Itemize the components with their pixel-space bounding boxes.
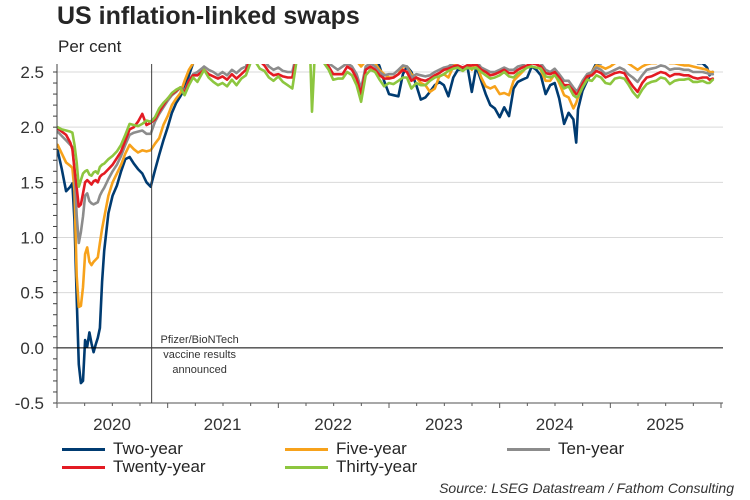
legend-item-two-year: Two-year	[62, 439, 183, 458]
vaccine-annotation: Pfizer/BioNTech vaccine results announced	[151, 64, 239, 403]
tick-labels: 2.5 2.0 1.5 1.0 0.5 0.0 -0.5 2020 2021 2022 2023 20…	[15, 63, 684, 434]
legend-label: Twenty-year	[113, 457, 206, 476]
legend-swatch	[62, 447, 105, 451]
axes	[53, 64, 723, 408]
source-note: Source: LSEG Datastream / Fathom Consult…	[439, 480, 734, 496]
y-axis-unit-label: Per cent	[58, 37, 122, 56]
legend-item-thirty-year: Thirty-year	[285, 457, 418, 476]
legend-item-twenty-year: Twenty-year	[62, 457, 206, 476]
y-tick-label: 1.0	[20, 229, 44, 248]
y-tick-label: -0.5	[15, 394, 44, 413]
legend-label: Thirty-year	[336, 457, 418, 476]
legend-label: Five-year	[336, 439, 407, 458]
legend-swatch	[285, 447, 328, 451]
legend-label: Two-year	[113, 439, 183, 458]
y-tick-label: 2.5	[20, 63, 44, 82]
series-lines	[57, 64, 715, 385]
legend-label: Ten-year	[558, 439, 625, 458]
series-line-thirty-year	[57, 64, 715, 188]
gridlines	[57, 71, 723, 294]
legend-item-five-year: Five-year	[285, 439, 407, 458]
vaccine-annotation-text: vaccine results	[163, 349, 236, 361]
chart-title: US inflation-linked swaps	[57, 2, 360, 30]
x-tick-label: 2023	[425, 415, 463, 434]
legend-swatch	[62, 465, 105, 469]
x-tick-label: 2022	[314, 415, 352, 434]
x-tick-label: 2024	[536, 415, 574, 434]
x-tick-label: 2021	[204, 415, 242, 434]
legend-swatch	[507, 447, 550, 451]
x-tick-label: 2025	[646, 415, 684, 434]
vaccine-annotation-text: announced	[172, 364, 226, 376]
vaccine-annotation-text: Pfizer/BioNTech	[161, 334, 239, 346]
y-tick-label: 2.0	[20, 118, 44, 137]
series-line-twenty-year	[57, 64, 715, 208]
x-tick-label: 2020	[93, 415, 131, 434]
legend-item-ten-year: Ten-year	[507, 439, 625, 458]
series-line-two-year	[57, 64, 715, 385]
series-line-five-year	[57, 64, 715, 309]
y-tick-label: 0.0	[20, 339, 44, 358]
legend-swatch	[285, 465, 328, 469]
y-tick-label: 0.5	[20, 284, 44, 303]
y-tick-label: 1.5	[20, 173, 44, 192]
